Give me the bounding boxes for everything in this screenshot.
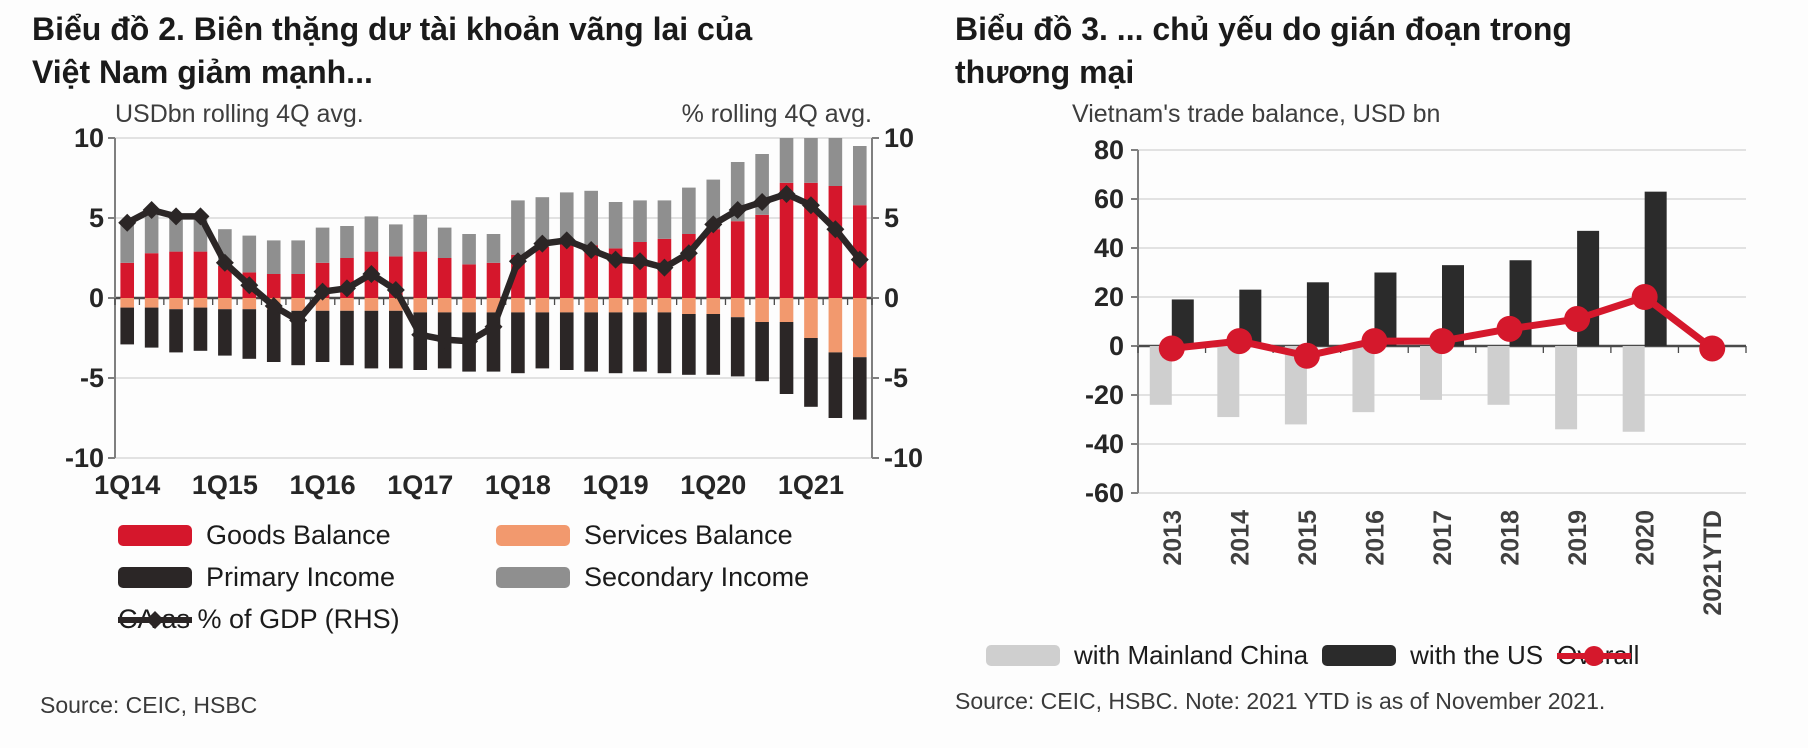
left-chart-title: Biểu đồ 2. Biên thặng dư tài khoản vãng … — [32, 8, 912, 94]
legend-item-ca-gdp: CA as % of GDP (RHS) — [118, 604, 496, 635]
svg-text:USDbn rolling 4Q avg.: USDbn rolling 4Q avg. — [115, 100, 364, 128]
left-chart-canvas: USDbn rolling 4Q avg. % rolling 4Q avg. 10… — [65, 100, 923, 500]
svg-text:-10: -10 — [884, 443, 923, 473]
svg-text:2018: 2018 — [1497, 510, 1525, 566]
svg-text:1Q18: 1Q18 — [485, 470, 551, 500]
right-chart-canvas: 80 60 40 20 0 -20 -40 -60 2013 2014 2015 2016 2017 20… — [1085, 135, 1747, 616]
goods-balance-swatch — [118, 525, 192, 546]
svg-text:-10: -10 — [65, 443, 104, 473]
legend-label: Services Balance — [584, 520, 793, 550]
secondary-income-swatch — [496, 567, 570, 588]
svg-text:20: 20 — [1094, 282, 1124, 312]
right-source-note: Source: CEIC, HSBC. Note: 2021 YTD is as… — [955, 688, 1606, 714]
svg-text:2017: 2017 — [1429, 510, 1457, 566]
svg-text:5: 5 — [884, 203, 899, 233]
left-chart-title-line1: Biểu đồ 2. Biên thặng dư tài khoản vãng … — [32, 11, 753, 47]
legend-item-with-us: with the US — [1322, 640, 1543, 671]
svg-text:10: 10 — [74, 123, 104, 153]
svg-text:2013: 2013 — [1159, 510, 1187, 566]
ca-line-marker-icon — [118, 610, 192, 629]
svg-text:-5: -5 — [80, 363, 104, 393]
svg-text:1Q19: 1Q19 — [583, 470, 649, 500]
right-chart-legend: with Mainland China with the US Overall — [986, 640, 1639, 671]
svg-text:-5: -5 — [884, 363, 908, 393]
right-chart-subtitle: Vietnam's trade balance, USD bn — [1072, 100, 1441, 128]
svg-text:2019: 2019 — [1564, 510, 1592, 566]
mainland-china-swatch — [986, 645, 1060, 666]
left-source-note: Source: CEIC, HSBC — [40, 692, 258, 718]
svg-text:1Q17: 1Q17 — [387, 470, 453, 500]
svg-text:1Q20: 1Q20 — [680, 470, 746, 500]
svg-text:% rolling 4Q avg.: % rolling 4Q avg. — [682, 100, 872, 128]
right-chart-title-line2: thương mại — [955, 53, 1135, 90]
legend-item-secondary-income: Secondary Income — [496, 562, 809, 593]
legend-label: with Mainland China — [1074, 640, 1309, 670]
left-chart-legend: Goods Balance Services Balance Primary I… — [118, 520, 809, 635]
svg-text:0: 0 — [89, 283, 104, 313]
legend-item-primary-income: Primary Income — [118, 562, 496, 593]
svg-text:60: 60 — [1094, 184, 1124, 214]
overall-line-marker-icon — [1557, 645, 1632, 666]
svg-text:80: 80 — [1094, 135, 1124, 165]
right-chart-title: Biểu đồ 3. ... chủ yếu do gián đoạn tron… — [955, 8, 1785, 94]
legend-item-goods-balance: Goods Balance — [118, 520, 496, 551]
primary-income-swatch — [118, 567, 192, 588]
legend-label: Primary Income — [206, 562, 396, 592]
svg-text:2020: 2020 — [1632, 510, 1660, 566]
right-chart-title-line1: Biểu đồ 3. ... chủ yếu do gián đoạn tron… — [955, 11, 1572, 47]
svg-text:1Q16: 1Q16 — [290, 470, 356, 500]
legend-label: Secondary Income — [584, 562, 810, 592]
svg-text:-40: -40 — [1085, 429, 1124, 459]
with-us-swatch — [1322, 645, 1397, 666]
svg-text:2021YTD: 2021YTD — [1699, 510, 1727, 616]
svg-text:40: 40 — [1094, 233, 1124, 263]
svg-text:5: 5 — [89, 203, 104, 233]
services-balance-swatch — [496, 525, 570, 546]
svg-text:1Q14: 1Q14 — [94, 470, 160, 500]
svg-text:-60: -60 — [1085, 478, 1124, 508]
svg-text:2016: 2016 — [1361, 510, 1389, 566]
legend-item-mainland-china: with Mainland China — [986, 640, 1308, 671]
svg-text:2014: 2014 — [1226, 510, 1254, 566]
svg-text:0: 0 — [884, 283, 899, 313]
svg-text:1Q15: 1Q15 — [192, 470, 258, 500]
legend-item-services-balance: Services Balance — [496, 520, 809, 551]
legend-label: Goods Balance — [206, 520, 391, 550]
legend-label: with the US — [1410, 640, 1544, 670]
svg-text:0: 0 — [1109, 331, 1124, 361]
legend-item-overall: Overall — [1557, 640, 1639, 671]
svg-text:1Q21: 1Q21 — [778, 470, 844, 500]
svg-text:-20: -20 — [1085, 380, 1124, 410]
svg-text:2015: 2015 — [1294, 510, 1322, 566]
left-chart-title-line2: Việt Nam giảm mạnh... — [32, 53, 373, 90]
svg-text:10: 10 — [884, 123, 914, 153]
